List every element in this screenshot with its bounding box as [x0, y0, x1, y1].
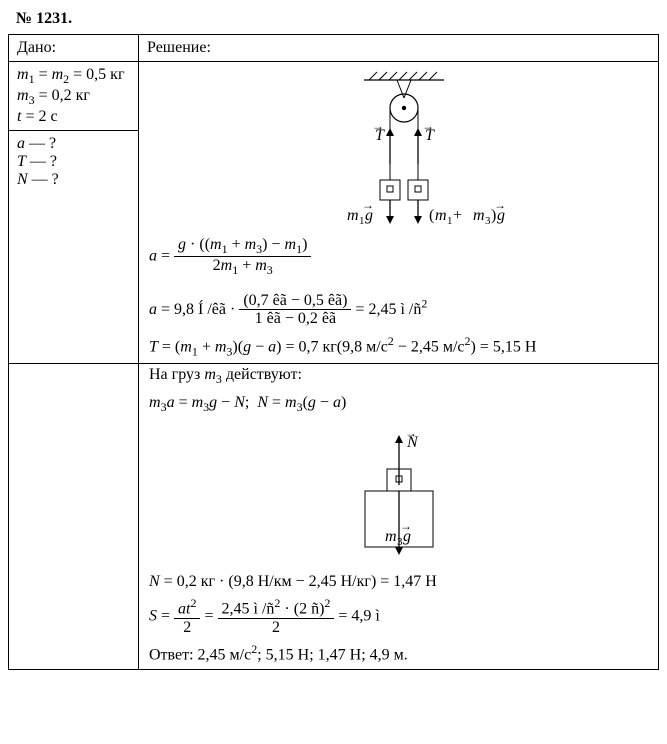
svg-text:→: → [362, 198, 374, 212]
svg-text:→: → [372, 119, 384, 133]
given-line: t = 2 с [17, 108, 130, 126]
problem-number: № 1231. [8, 8, 659, 34]
formula-S: S = at22 = 2,45 ì /ñ2 · (2 ñ)22 = 4,9 ì [139, 595, 658, 641]
left-empty [9, 364, 139, 668]
solution-table: Дано: Решение: m1 = m2 = 0,5 кг m3 = 0,2… [8, 34, 659, 670]
find-line: a — ? [17, 135, 130, 153]
given-line: m1 = m2 = 0,5 кг [17, 66, 130, 87]
formula-a: a = g · ((m1 + m3) − m1)2m1 + m3 [139, 234, 658, 282]
svg-text:→: → [494, 198, 506, 212]
formula-N: N = 0,2 кг · (9,8 Н/км − 2,45 Н/кг) = 1,… [139, 571, 658, 595]
svg-text:m: m [385, 528, 397, 545]
solution-header: Решение: [139, 35, 658, 61]
given-line: m3 = 0,2 кг [17, 87, 130, 108]
pulley-diagram: T → T → m 1 g → ( m 1 + m 3 ) g → [139, 62, 658, 234]
left-column: m1 = m2 = 0,5 кг m3 = 0,2 кг t = 2 с a —… [9, 62, 139, 363]
svg-text:→: → [400, 519, 412, 533]
formula-a-numeric: a = 9,8 Í /êã · (0,7 êã − 0,5 êã)1 êã − … [139, 290, 658, 332]
find-line: T — ? [17, 153, 130, 171]
block-diagram: N → m 3 g → [139, 419, 658, 571]
svg-text:m: m [473, 207, 485, 224]
part2-intro: На груз m3 действуют: [139, 364, 658, 391]
find-line: N — ? [17, 171, 130, 189]
svg-text:→: → [405, 426, 417, 440]
answer: Ответ: 2,45 м/с2; 5,15 Н; 1,47 Н; 4,9 м. [139, 640, 658, 668]
solution-part2: На груз m3 действуют: m3a = m3g − N; N =… [139, 364, 658, 668]
given-block: m1 = m2 = 0,5 кг m3 = 0,2 кг t = 2 с [9, 62, 138, 131]
svg-text:1: 1 [447, 215, 453, 227]
svg-text:1: 1 [359, 215, 365, 227]
part2-eq: m3a = m3g − N; N = m3(g − a) [139, 392, 658, 419]
find-block: a — ? T — ? N — ? [9, 131, 138, 193]
solution-part1: T → T → m 1 g → ( m 1 + m 3 ) g → [139, 62, 658, 363]
svg-text:→: → [422, 119, 434, 133]
svg-text:m: m [435, 207, 447, 224]
given-header: Дано: [9, 35, 139, 61]
svg-text:m: m [347, 207, 359, 224]
svg-text:+: + [453, 207, 462, 224]
formula-T: T = (m1 + m3)(g − a) = 0,7 кг(9,8 м/с2 −… [139, 332, 658, 364]
svg-text:(: ( [429, 207, 434, 224]
